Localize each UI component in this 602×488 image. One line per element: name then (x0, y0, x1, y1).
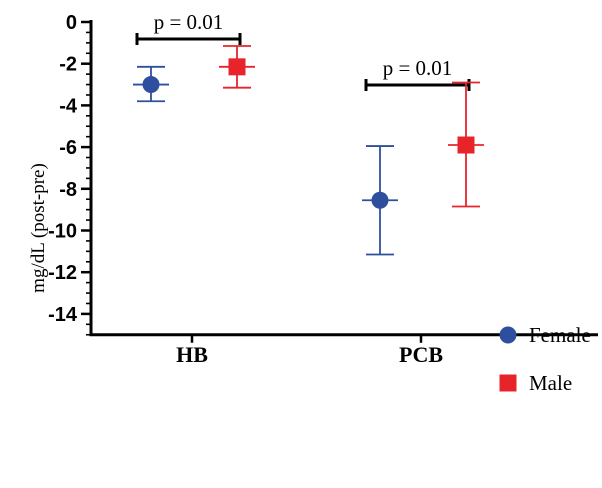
category-labels: HB PCB (176, 342, 443, 367)
legend-item: Female (499, 323, 591, 347)
axes: 0 -2 -4 -6 -8 -10 -12 -14 (48, 12, 598, 343)
data-point (371, 191, 389, 209)
series (133, 45, 484, 256)
significance-bracket: p = 0.01 (135, 10, 242, 45)
y-tick-label: -6 (59, 137, 77, 159)
legend-item: Male (499, 371, 572, 395)
y-tick-label: -10 (48, 221, 77, 243)
legend-label: Male (529, 371, 572, 395)
legend: Female Male (499, 323, 591, 395)
x-tick-label: HB (176, 342, 208, 367)
data-point (142, 76, 160, 94)
data-point (228, 58, 246, 76)
legend-label: Female (529, 323, 591, 347)
y-tick-label: -2 (59, 54, 77, 76)
x-tick-label: PCB (399, 342, 443, 367)
y-axis-title: mg/dL (post-pre) (28, 163, 49, 293)
y-tick-label: 0 (66, 12, 77, 34)
significance-bracket: p = 0.01 (364, 56, 471, 91)
series-male (219, 45, 484, 208)
p-value-label: p = 0.01 (383, 56, 453, 80)
significance-annotations: p = 0.01 p = 0.01 (135, 10, 471, 91)
y-tick-label: -12 (48, 262, 77, 284)
series-female (133, 65, 398, 256)
data-point (457, 136, 475, 154)
y-tick-label: -4 (59, 95, 78, 117)
y-tick-label: -14 (48, 304, 78, 326)
y-tick-label: -8 (59, 179, 77, 201)
legend-marker (499, 374, 517, 392)
p-value-label: p = 0.01 (154, 10, 224, 34)
legend-marker (499, 326, 517, 344)
